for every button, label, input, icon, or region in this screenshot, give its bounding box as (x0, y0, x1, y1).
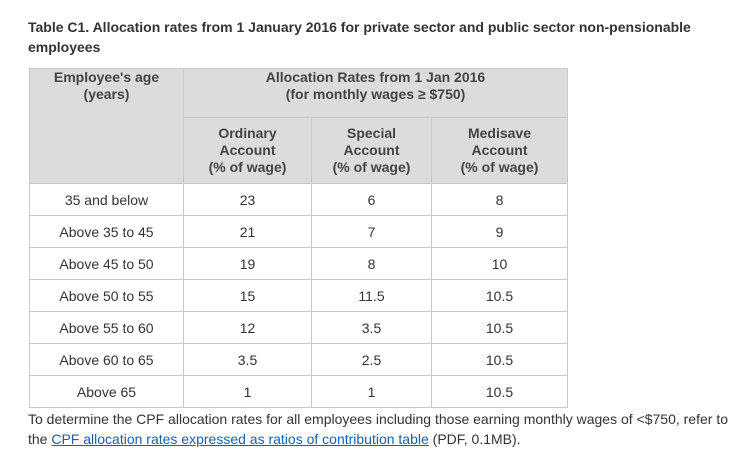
special-header-line2: Account (343, 142, 400, 158)
footnote-text-after: (PDF, 0.1MB). (428, 431, 521, 447)
ordinary-header-line3: (% of wage) (208, 159, 287, 175)
medisave-cell: 10 (431, 247, 568, 280)
ordinary-cell: 1 (183, 375, 312, 408)
special-cell: 11.5 (311, 279, 432, 312)
medisave-header-line1: Medisave (467, 125, 532, 141)
special-header-line3: (% of wage) (332, 159, 411, 175)
table-row: Above 60 to 65 3.5 2.5 10.5 (29, 343, 568, 376)
medisave-cell: 10.5 (431, 279, 568, 312)
group-header-line2: (for monthly wages ≥ $750) (285, 86, 466, 102)
ordinary-account-header: Ordinary Account (% of wage) (183, 117, 312, 184)
table-row: Above 55 to 60 12 3.5 10.5 (29, 311, 568, 344)
allocation-rates-table: Employee's age (years) Allocation Rates … (29, 68, 568, 408)
age-cell: Above 60 to 65 (29, 343, 184, 376)
special-cell: 6 (311, 183, 432, 216)
medisave-account-header: Medisave Account (% of wage) (431, 117, 568, 184)
age-cell: Above 65 (29, 375, 184, 408)
table-row: 35 and below 23 6 8 (29, 183, 568, 216)
table-row: Above 65 1 1 10.5 (29, 375, 568, 408)
allocation-group-header: Allocation Rates from 1 Jan 2016 (for mo… (183, 68, 568, 118)
footnote: To determine the CPF allocation rates fo… (28, 409, 728, 449)
age-header-line2: (years) (83, 86, 130, 102)
ordinary-cell: 3.5 (183, 343, 312, 376)
table-row: Above 45 to 50 19 8 10 (29, 247, 568, 280)
special-header-line1: Special (346, 125, 397, 141)
special-account-header: Special Account (% of wage) (311, 117, 432, 184)
medisave-cell: 10.5 (431, 343, 568, 376)
special-cell: 3.5 (311, 311, 432, 344)
medisave-cell: 10.5 (431, 375, 568, 408)
ordinary-header-line2: Account (219, 142, 276, 158)
special-cell: 7 (311, 215, 432, 248)
medisave-cell: 8 (431, 183, 568, 216)
age-column-header: Employee's age (years) (29, 68, 184, 184)
footnote-text-before: To determine the CPF allocation rates fo… (28, 411, 728, 447)
age-cell: 35 and below (29, 183, 184, 216)
special-cell: 8 (311, 247, 432, 280)
age-cell: Above 45 to 50 (29, 247, 184, 280)
medisave-header-line3: (% of wage) (460, 159, 539, 175)
ordinary-cell: 15 (183, 279, 312, 312)
age-cell: Above 50 to 55 (29, 279, 184, 312)
table-caption: Table C1. Allocation rates from 1 Januar… (28, 19, 691, 55)
table-row: Above 35 to 45 21 7 9 (29, 215, 568, 248)
ordinary-cell: 19 (183, 247, 312, 280)
ordinary-cell: 21 (183, 215, 312, 248)
age-cell: Above 55 to 60 (29, 311, 184, 344)
special-cell: 2.5 (311, 343, 432, 376)
medisave-cell: 9 (431, 215, 568, 248)
ordinary-cell: 23 (183, 183, 312, 216)
ordinary-cell: 12 (183, 311, 312, 344)
group-header-line1: Allocation Rates from 1 Jan 2016 (265, 69, 486, 85)
ordinary-header-line1: Ordinary (218, 125, 277, 141)
age-cell: Above 35 to 45 (29, 215, 184, 248)
special-cell: 1 (311, 375, 432, 408)
table-row: Above 50 to 55 15 11.5 10.5 (29, 279, 568, 312)
age-header-line1: Employee's age (53, 69, 160, 85)
medisave-cell: 10.5 (431, 311, 568, 344)
medisave-header-line2: Account (471, 142, 528, 158)
allocation-ratios-link[interactable]: CPF allocation rates expressed as ratios… (51, 431, 429, 447)
